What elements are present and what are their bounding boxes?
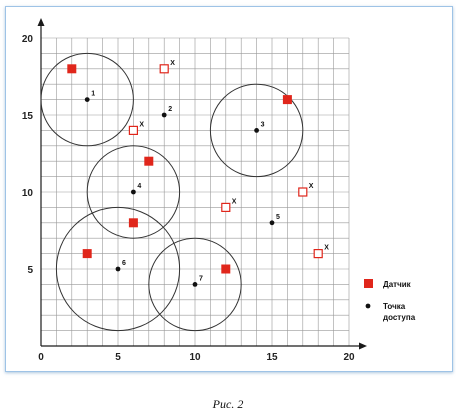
x-tick-label: 10 bbox=[189, 352, 201, 363]
access-point bbox=[131, 189, 136, 195]
access-point-label: 1 bbox=[91, 91, 95, 98]
access-point-label: 2 bbox=[168, 106, 172, 113]
sensor-uncovered bbox=[128, 125, 138, 136]
coverage-circle bbox=[55, 206, 181, 332]
legend: Датчик Точка доступа bbox=[364, 279, 416, 322]
sensor-uncovered bbox=[313, 249, 323, 259]
access-point-label: 6 bbox=[122, 260, 126, 267]
x-tick-label: 15 bbox=[266, 352, 278, 363]
sensor-uncovered-label: X bbox=[324, 245, 329, 252]
coverage-circle bbox=[209, 83, 304, 178]
y-tick-label: 5 bbox=[27, 265, 33, 276]
y-tick-label: 10 bbox=[22, 188, 34, 199]
sensor-uncovered-label: X bbox=[139, 121, 144, 128]
legend-access-point-marker bbox=[365, 303, 371, 309]
access-point bbox=[269, 220, 275, 226]
access-point-label: 7 bbox=[199, 275, 203, 282]
sensor-uncovered bbox=[298, 187, 308, 197]
legend-sensor-label: Датчик bbox=[383, 280, 412, 289]
figure-frame bbox=[5, 6, 453, 372]
sensor-uncovered-label: X bbox=[232, 198, 237, 205]
coverage-circle bbox=[86, 145, 181, 239]
access-point-label: 5 bbox=[276, 214, 280, 221]
sensor-uncovered-label: X bbox=[309, 183, 314, 190]
sensor-covered bbox=[221, 264, 231, 274]
x-tick-label: 20 bbox=[343, 352, 355, 363]
sensor-covered bbox=[67, 64, 77, 74]
sensor-covered bbox=[144, 156, 154, 166]
sensor-uncovered-label: X bbox=[170, 60, 175, 67]
access-point bbox=[115, 266, 121, 272]
coverage-diagram: 0 5 10 15 20 5 10 15 20 1 2 3 4 5 6 7 X X X X X Датчик Точк… bbox=[22, 18, 416, 363]
sensor-uncovered bbox=[221, 202, 231, 212]
legend-sensor-swatch bbox=[364, 279, 373, 288]
sensor-uncovered bbox=[159, 64, 169, 74]
y-axis-arrow bbox=[37, 18, 45, 26]
access-point-label: 3 bbox=[261, 121, 265, 128]
figure-caption: Рис. 2 bbox=[212, 397, 244, 411]
coverage-circles bbox=[40, 52, 304, 332]
access-point bbox=[254, 127, 259, 133]
sensor-covered bbox=[82, 249, 92, 259]
x-tick-label: 5 bbox=[115, 352, 121, 363]
sensor-covered bbox=[128, 218, 138, 228]
y-tick-label: 15 bbox=[22, 111, 34, 122]
sensor-covered bbox=[282, 95, 292, 105]
access-point bbox=[192, 282, 198, 287]
access-point bbox=[161, 112, 167, 118]
access-point-label: 4 bbox=[137, 183, 141, 190]
x-axis-arrow bbox=[359, 342, 367, 350]
legend-access-label-line2: доступа bbox=[383, 313, 416, 322]
x-tick-label: 0 bbox=[38, 352, 44, 363]
legend-access-label-line1: Точка bbox=[383, 302, 406, 311]
coverage-circle bbox=[40, 52, 134, 147]
access-point bbox=[84, 97, 90, 102]
y-tick-label: 20 bbox=[22, 34, 34, 45]
coverage-circle bbox=[148, 237, 242, 332]
points: 1 2 3 4 5 6 7 X X X X X bbox=[67, 60, 329, 287]
